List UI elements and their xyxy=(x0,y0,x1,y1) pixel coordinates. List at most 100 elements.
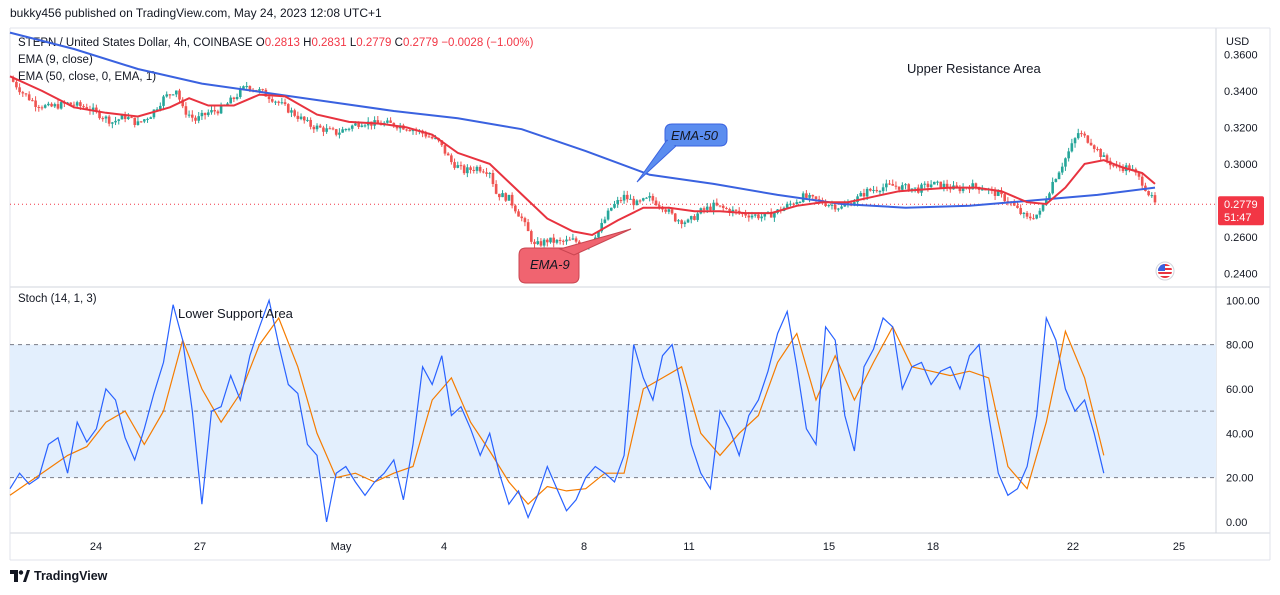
candle-body xyxy=(696,213,699,220)
candle-body xyxy=(1112,165,1115,167)
date-tick-label: May xyxy=(331,541,352,553)
candle-body xyxy=(197,116,201,121)
candle-body xyxy=(40,107,44,109)
last-price-tag[interactable]: 0.2779 51:47 xyxy=(1218,196,1264,226)
candle-body xyxy=(101,118,105,120)
stoch-legend[interactable]: Stoch (14, 1, 3) xyxy=(18,293,97,305)
candle-body xyxy=(984,189,987,191)
candle-body xyxy=(526,222,530,232)
tradingview-footer[interactable]: TradingView xyxy=(10,569,107,583)
candle-body xyxy=(1038,210,1042,215)
candle-body xyxy=(811,194,815,197)
candle-body xyxy=(219,105,223,114)
publisher-line: bukky456 published on TradingView.com, M… xyxy=(10,6,382,20)
candle-body xyxy=(872,189,875,191)
open-value: 0.2813 xyxy=(264,37,300,49)
candle-body xyxy=(523,218,527,223)
date-tick-label: 27 xyxy=(194,541,206,553)
candle-body xyxy=(299,116,303,119)
candle-body xyxy=(705,206,709,210)
candle-body xyxy=(331,128,335,130)
candle-body xyxy=(424,133,428,137)
candle-body xyxy=(206,112,210,116)
candle-body xyxy=(958,187,962,192)
candle-body xyxy=(194,117,197,121)
candle-body xyxy=(689,216,693,220)
candle-body xyxy=(72,104,76,106)
candle-body xyxy=(440,140,444,146)
stoch-tick-label: 40.00 xyxy=(1226,428,1254,440)
ema9-callout[interactable]: EMA-9 xyxy=(518,228,632,284)
candle-body xyxy=(75,102,79,106)
candle-body xyxy=(309,119,312,127)
candle-body xyxy=(552,237,556,243)
candle-body xyxy=(270,99,274,102)
price-tick-label: 0.2600 xyxy=(1224,232,1258,244)
us-flag-icon[interactable] xyxy=(1155,261,1175,281)
chart-legend: STEPN / United States Dollar, 4h, COINBA… xyxy=(18,35,533,86)
candle-body xyxy=(568,239,572,241)
candle-body xyxy=(1041,204,1045,211)
candle-body xyxy=(1073,138,1077,144)
candle-body xyxy=(466,167,469,174)
candle-body xyxy=(459,165,463,167)
candle-body xyxy=(47,103,50,106)
candle-body xyxy=(865,188,869,197)
candle-body xyxy=(670,209,674,214)
candle-body xyxy=(328,128,332,130)
ema50-line xyxy=(9,31,1156,209)
candle-body xyxy=(907,184,911,192)
candle-body xyxy=(245,86,248,88)
candle-body xyxy=(878,191,882,193)
candle-body xyxy=(114,120,117,123)
candle-body xyxy=(888,183,891,185)
low-key: L xyxy=(349,37,357,49)
time-axis[interactable]: 24 27 May 4 8 11 15 18 22 25 xyxy=(90,541,1185,553)
ema9-legend[interactable]: EMA (9, close) xyxy=(18,54,93,66)
candle-body xyxy=(629,198,632,200)
candle-body xyxy=(210,110,213,113)
candle-body xyxy=(757,214,760,219)
candle-body xyxy=(961,187,965,192)
ema50-legend[interactable]: EMA (50, close, 0, EMA, 1) xyxy=(18,71,157,83)
candle-body xyxy=(450,155,453,163)
candle-body xyxy=(43,105,47,108)
candle-body xyxy=(488,173,492,175)
candle-body xyxy=(622,194,626,201)
open-key: O xyxy=(255,37,265,49)
candle-body xyxy=(232,97,236,100)
candle-body xyxy=(315,125,319,130)
candle-body xyxy=(520,216,524,219)
candle-body xyxy=(168,94,172,96)
candle-body xyxy=(104,116,108,119)
candle-body xyxy=(734,209,738,211)
candle-body xyxy=(1147,191,1150,196)
candle-body xyxy=(862,193,866,197)
candle-body xyxy=(242,86,245,89)
price-axis[interactable]: 0.3600 0.3400 0.3200 0.3000 0.2600 0.2400 xyxy=(1224,49,1258,280)
upper-resistance-annotation[interactable]: Upper Resistance Area xyxy=(907,61,1041,76)
candle-body xyxy=(600,222,603,232)
candle-body xyxy=(376,120,380,124)
candle-body xyxy=(837,208,840,210)
ema50-callout[interactable]: EMA-50 xyxy=(636,123,728,183)
candle-body xyxy=(1080,133,1083,135)
candle-body xyxy=(293,110,296,116)
date-tick-label: 22 xyxy=(1067,541,1079,553)
candle-body xyxy=(773,212,776,218)
candle-body xyxy=(1099,149,1102,157)
candle-body xyxy=(1086,135,1090,143)
candle-body xyxy=(654,200,658,206)
symbol-name[interactable]: STEPN / United States Dollar, 4h, COINBA… xyxy=(18,37,253,49)
lower-support-annotation[interactable]: Lower Support Area xyxy=(178,306,294,321)
candle-body xyxy=(897,186,901,190)
ema9-line xyxy=(9,75,1156,237)
candle-body xyxy=(744,213,747,216)
stoch-axis[interactable]: 100.00 80.00 60.00 40.00 20.00 0.00 xyxy=(1226,295,1260,529)
candle-body xyxy=(597,231,600,238)
candle-body xyxy=(405,129,408,131)
date-tick-label: 25 xyxy=(1173,541,1185,553)
candle-body xyxy=(1064,158,1067,167)
candle-body xyxy=(702,208,706,210)
